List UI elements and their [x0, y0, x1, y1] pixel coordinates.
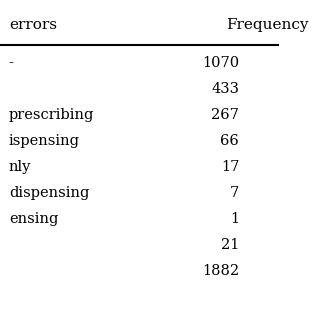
- Text: 1070: 1070: [202, 56, 239, 70]
- Text: -: -: [9, 56, 14, 70]
- Text: ensing: ensing: [9, 212, 58, 226]
- Text: errors: errors: [9, 18, 57, 32]
- Text: 7: 7: [230, 186, 239, 200]
- Text: 17: 17: [221, 160, 239, 174]
- Text: nly: nly: [9, 160, 31, 174]
- Text: prescribing: prescribing: [9, 108, 94, 122]
- Text: 21: 21: [221, 238, 239, 252]
- Text: 1882: 1882: [202, 264, 239, 278]
- Text: ispensing: ispensing: [9, 134, 80, 148]
- Text: 66: 66: [220, 134, 239, 148]
- Text: 433: 433: [211, 82, 239, 96]
- Text: 267: 267: [211, 108, 239, 122]
- Text: dispensing: dispensing: [9, 186, 89, 200]
- Text: Frequency: Frequency: [226, 18, 308, 32]
- Text: 1: 1: [230, 212, 239, 226]
